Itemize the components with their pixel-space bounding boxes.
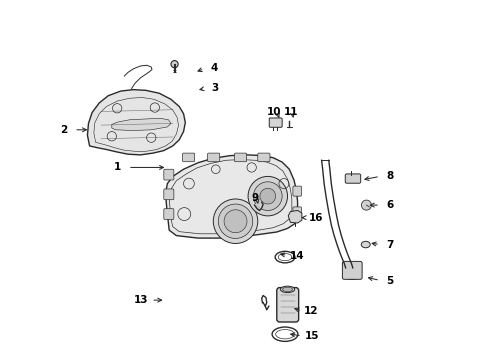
- Text: 12: 12: [304, 306, 318, 316]
- FancyBboxPatch shape: [292, 186, 301, 196]
- Text: 1: 1: [114, 162, 122, 172]
- Circle shape: [213, 199, 257, 243]
- Text: 15: 15: [304, 331, 318, 341]
- Polygon shape: [165, 155, 297, 238]
- Circle shape: [218, 204, 252, 238]
- FancyBboxPatch shape: [182, 153, 194, 162]
- Text: 6: 6: [386, 200, 393, 210]
- Text: 3: 3: [211, 83, 218, 93]
- Circle shape: [253, 182, 282, 211]
- Ellipse shape: [361, 241, 369, 248]
- Polygon shape: [87, 90, 185, 155]
- FancyBboxPatch shape: [342, 261, 362, 279]
- Text: 7: 7: [386, 240, 393, 250]
- Ellipse shape: [282, 287, 292, 292]
- Polygon shape: [254, 202, 263, 211]
- Circle shape: [171, 60, 178, 68]
- Polygon shape: [112, 118, 171, 131]
- Circle shape: [260, 188, 275, 204]
- FancyBboxPatch shape: [207, 153, 219, 162]
- Polygon shape: [287, 211, 301, 223]
- Circle shape: [361, 200, 371, 210]
- Text: 2: 2: [61, 125, 68, 135]
- Text: 4: 4: [210, 63, 217, 73]
- Text: 16: 16: [308, 213, 323, 222]
- FancyBboxPatch shape: [292, 207, 301, 217]
- FancyBboxPatch shape: [163, 169, 174, 180]
- Text: 9: 9: [250, 193, 258, 203]
- FancyBboxPatch shape: [163, 189, 174, 200]
- FancyBboxPatch shape: [163, 209, 174, 220]
- Text: 10: 10: [266, 107, 281, 117]
- FancyBboxPatch shape: [269, 118, 282, 127]
- Text: 14: 14: [289, 251, 304, 261]
- FancyBboxPatch shape: [234, 153, 246, 162]
- Circle shape: [224, 210, 246, 233]
- Text: 8: 8: [386, 171, 393, 181]
- Text: 13: 13: [134, 295, 148, 305]
- Ellipse shape: [344, 271, 359, 279]
- Circle shape: [247, 176, 287, 216]
- Text: 11: 11: [283, 107, 297, 117]
- FancyBboxPatch shape: [345, 174, 360, 183]
- FancyBboxPatch shape: [257, 153, 269, 162]
- Ellipse shape: [280, 286, 294, 293]
- Text: 5: 5: [386, 276, 393, 286]
- FancyBboxPatch shape: [276, 288, 298, 322]
